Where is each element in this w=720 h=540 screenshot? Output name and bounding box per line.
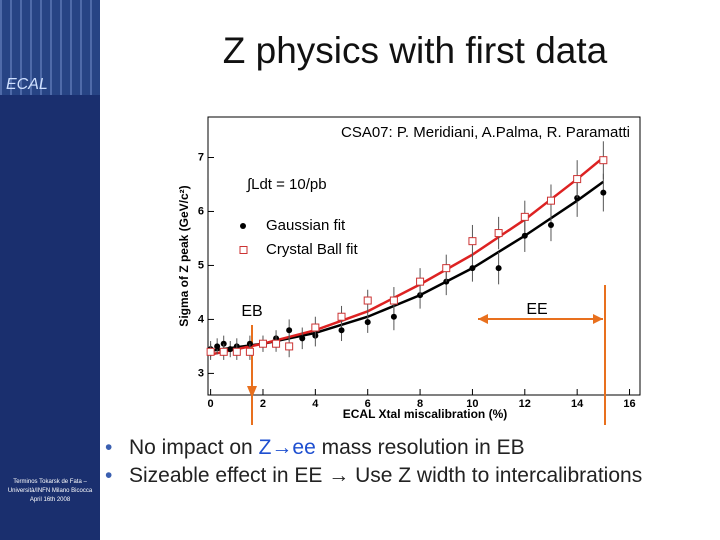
- legend-box: [228, 212, 388, 264]
- point: [363, 296, 372, 305]
- annotation: EE: [526, 301, 547, 318]
- bullet-text: Sizeable effect in EE → Use Z width to i…: [129, 464, 643, 487]
- legend-marker: [239, 246, 248, 254]
- y-tick-label: 6: [198, 205, 204, 217]
- point: [299, 335, 306, 342]
- y-tick-label: 5: [198, 259, 204, 271]
- annotation: CSA07: P. Meridiani, A.Palma, R. Paramat…: [341, 124, 630, 141]
- point: [573, 175, 582, 184]
- sidebar: [0, 0, 100, 540]
- point: [214, 343, 221, 350]
- annotation: EB: [241, 303, 262, 320]
- x-tick-label: 16: [623, 398, 635, 410]
- point: [311, 323, 320, 332]
- point: [258, 339, 267, 348]
- arrow-head: [593, 314, 603, 324]
- bullet: Sizeable effect in EE → Use Z width to i…: [105, 464, 705, 488]
- annotation: ∫Ldt = 10/pb: [246, 176, 327, 193]
- arrow-head: [247, 386, 257, 398]
- x-axis-label: ECAL Xtal miscalibration (%): [343, 407, 507, 421]
- point: [338, 327, 345, 334]
- footer: Terminos Tokarsk de Fata – Università/IN…: [7, 479, 93, 503]
- logo-text: ECAL: [6, 76, 48, 93]
- point: [232, 347, 241, 356]
- legend-label: Gaussian fit: [266, 217, 346, 234]
- point: [416, 277, 425, 286]
- y-axis-label: Sigma of Z peak (GeV/c²): [177, 185, 191, 326]
- bullet-list: No impact on Z→ee mass resolution in EB …: [105, 436, 705, 492]
- x-tick-label: 10: [466, 398, 478, 410]
- point: [495, 265, 502, 272]
- x-tick-label: 6: [365, 398, 371, 410]
- point: [364, 319, 371, 326]
- point: [219, 347, 228, 356]
- x-tick-label: 0: [208, 398, 214, 410]
- legend-marker: [240, 223, 246, 229]
- point: [546, 196, 555, 205]
- point: [272, 339, 281, 348]
- point: [468, 237, 477, 246]
- y-tick-label: 3: [198, 367, 204, 379]
- bullet: No impact on Z→ee mass resolution in EB: [105, 436, 705, 460]
- slide-title: Z physics with first data: [222, 30, 608, 71]
- point: [469, 265, 476, 272]
- point: [442, 264, 451, 273]
- point: [206, 347, 215, 356]
- bullet-text: No impact on: [129, 436, 259, 459]
- x-tick-label: 14: [571, 398, 584, 410]
- point: [520, 212, 529, 221]
- bullet-text: Z→ee: [258, 436, 316, 459]
- y-tick-label: 4: [198, 313, 205, 325]
- point: [285, 342, 294, 351]
- x-tick-label: 12: [519, 398, 531, 410]
- point: [521, 232, 528, 239]
- x-tick-label: 8: [417, 398, 423, 410]
- point: [245, 347, 254, 356]
- plot-frame: [207, 116, 641, 396]
- point: [600, 189, 607, 196]
- point: [389, 296, 398, 305]
- legend-label: Crystal Ball fit: [266, 241, 359, 258]
- bullet-text: mass resolution in EB: [315, 436, 525, 459]
- point: [390, 313, 397, 320]
- point: [227, 346, 234, 353]
- point: [547, 221, 554, 228]
- chart-background: [170, 110, 648, 428]
- arrow-head: [478, 314, 488, 324]
- point: [286, 327, 293, 334]
- x-tick-label: 4: [312, 398, 319, 410]
- point: [494, 229, 503, 238]
- x-tick-label: 2: [260, 398, 266, 410]
- y-tick-label: 7: [198, 151, 204, 163]
- logo-graphic: [0, 0, 100, 95]
- point: [599, 156, 608, 165]
- point: [337, 312, 346, 321]
